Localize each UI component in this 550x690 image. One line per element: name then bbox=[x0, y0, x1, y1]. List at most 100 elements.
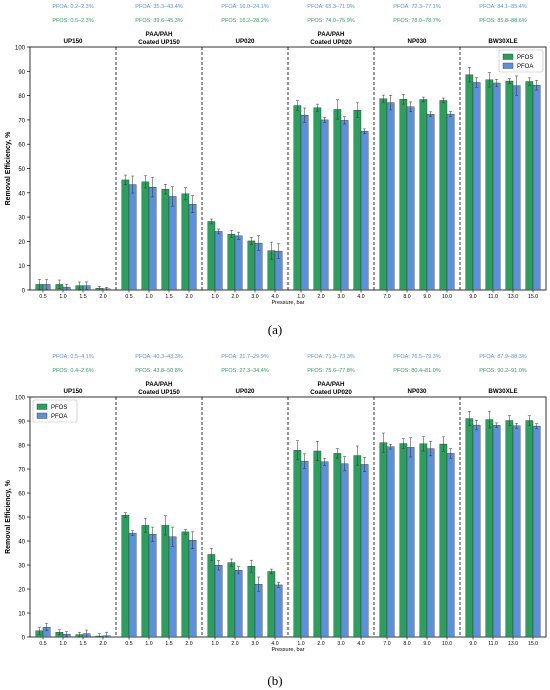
chart-b-legend-label-pfoa: PFOA bbox=[51, 414, 67, 420]
chart-a-pfoa-range-label: PFOA: 65.3–71.9% bbox=[307, 4, 354, 10]
chart-b-x-tick-label: 15.0 bbox=[528, 641, 538, 647]
chart-a-bar-pfoa bbox=[360, 131, 369, 291]
chart-a-pfos-range-label: PFOS: 39.6–45.3% bbox=[135, 18, 182, 24]
chart-a-x-tick-label: 1.0 bbox=[145, 294, 152, 300]
chart-a-y-axis-label: Removal Efficiency, % bbox=[5, 131, 12, 206]
chart-a-pfos-range-label: PFOS: 74.0–75.9% bbox=[307, 18, 354, 24]
chart-a-y-tick-label: 80 bbox=[18, 94, 25, 100]
chart-b-bar-pfoa bbox=[492, 425, 501, 638]
chart-a-y-tick-label: 10 bbox=[18, 264, 25, 270]
chart-a-bar-pfoa bbox=[406, 106, 415, 291]
chart-a-x-tick-label: 1.0 bbox=[297, 294, 304, 300]
chart-a-bar-pfos bbox=[121, 179, 130, 291]
chart-b-bar-pfos bbox=[313, 450, 322, 638]
chart-b-x-tick-label: 4.0 bbox=[271, 641, 278, 647]
chart-a-x-tick-label: 0.5 bbox=[39, 294, 46, 300]
caption-b: (b) bbox=[267, 673, 283, 688]
chart-a-y-tick-label: 70 bbox=[18, 118, 25, 124]
chart-b-pfos-range-label: PFOS: 43.8–50.8% bbox=[135, 368, 182, 374]
chart-a-bar-pfoa bbox=[128, 184, 137, 291]
chart-b-bar-pfoa bbox=[214, 565, 223, 638]
chart-b-x-tick-label: 1.0 bbox=[59, 641, 66, 647]
chart-b-bar-pfos bbox=[121, 514, 130, 638]
chart-a-group-name: Coated UP020 bbox=[310, 39, 352, 46]
chart-a-y-tick-label: 40 bbox=[18, 191, 25, 197]
chart-b-bar-pfos bbox=[267, 571, 276, 638]
chart-a-bar-pfos bbox=[181, 193, 190, 291]
chart-a-x-tick-label: 1.5 bbox=[79, 294, 86, 300]
chart-b-pfos-range-label: PFOS: 75.6–77.8% bbox=[307, 368, 354, 374]
chart-b-x-tick-label: 3.0 bbox=[251, 641, 258, 647]
chart-a-group-name: UP020 bbox=[236, 38, 255, 45]
chart-b-bar-pfoa bbox=[386, 446, 395, 638]
chart-a-y-tick-label: 30 bbox=[18, 216, 25, 222]
chart-a-bar-pfos bbox=[379, 98, 388, 291]
chart-a-bar-pfos bbox=[227, 233, 236, 291]
chart-a-bar-pfoa bbox=[492, 82, 501, 291]
chart-b-x-tick-label: 1.0 bbox=[211, 641, 218, 647]
chart-b-x-tick-label: 2.0 bbox=[99, 641, 106, 647]
chart-a-bar-pfos bbox=[485, 79, 494, 291]
chart-b-group-name: PAA/PAH bbox=[146, 381, 173, 388]
chart-a-y-tick-label: 50 bbox=[18, 167, 25, 173]
chart-b-bar-pfoa bbox=[446, 453, 455, 638]
chart-a-y-tick-label: 60 bbox=[18, 143, 25, 149]
chart-b-bar-pfoa bbox=[360, 464, 369, 638]
chart-b-bar-pfoa bbox=[406, 447, 415, 638]
chart-a-group-name: Coated UP150 bbox=[138, 39, 180, 46]
chart-b-bar-pfos bbox=[439, 443, 448, 638]
chart-a-bar-pfos bbox=[141, 181, 150, 291]
chart-b-y-tick-label: 70 bbox=[18, 468, 25, 474]
chart-b-bar-pfoa bbox=[320, 461, 329, 638]
chart-a-pfoa-range-label: PFOA: 84.1–85.4% bbox=[479, 4, 526, 10]
chart-a-x-tick-label: 4.0 bbox=[357, 294, 364, 300]
chart-a-x-tick-label: 7.0 bbox=[383, 294, 390, 300]
chart-a-pfoa-range-label: PFOA: 72.3–77.1% bbox=[393, 4, 440, 10]
chart-b-group-name: BW30XLE bbox=[488, 388, 517, 395]
chart-a-x-tick-label: 8.0 bbox=[403, 294, 410, 300]
chart-b-group-name: UP150 bbox=[64, 388, 83, 395]
chart-a-bar-pfos bbox=[247, 240, 256, 291]
chart-a-group-name: PAA/PAH bbox=[146, 31, 173, 38]
chart-b-pfoa-range-label: PFOA: 87.9–88.3% bbox=[479, 354, 526, 360]
chart-a-x-tick-label: 13.0 bbox=[508, 294, 518, 300]
chart-a-bar-pfos bbox=[399, 99, 408, 291]
chart-a-x-tick-label: 3.0 bbox=[251, 294, 258, 300]
chart-b-y-tick-label: 10 bbox=[18, 612, 25, 618]
chart-b-x-tick-label: 9.0 bbox=[423, 641, 430, 647]
chart-b-y-axis-label: Removal Efficiency, % bbox=[5, 479, 12, 554]
chart-a-bar-pfos bbox=[207, 221, 216, 291]
chart-a-x-axis-label: Pressure, bar bbox=[271, 300, 304, 306]
chart-b-pfoa-range-label: PFOA: 0.5–4.1% bbox=[52, 354, 93, 360]
chart-b-bar-pfos bbox=[399, 443, 408, 638]
chart-b-bar-pfos bbox=[247, 566, 256, 638]
chart-a-bar-pfoa bbox=[168, 196, 177, 291]
chart-b-x-tick-label: 9.0 bbox=[469, 641, 476, 647]
chart-b-x-tick-label: 3.0 bbox=[337, 641, 344, 647]
chart-b-y-tick-label: 60 bbox=[18, 492, 25, 498]
chart-b-bar-pfoa bbox=[168, 536, 177, 638]
chart-a-legend-swatch-pfoa bbox=[502, 62, 514, 69]
chart-b-y-tick-label: 50 bbox=[18, 516, 25, 522]
chart-a-x-tick-label: 1.0 bbox=[211, 294, 218, 300]
chart-a-y-tick-label: 100 bbox=[15, 46, 26, 52]
chart-b-bar-pfoa bbox=[340, 463, 349, 638]
chart-b-x-tick-label: 10.0 bbox=[442, 641, 452, 647]
chart-a-pfos-range-label: PFOS: 85.8–88.6% bbox=[479, 18, 526, 24]
chart-a-group-name: PAA/PAH bbox=[318, 31, 345, 38]
chart-b-group-name: Coated UP150 bbox=[138, 389, 180, 396]
chart-a-bar-pfoa bbox=[532, 84, 541, 291]
chart-b-x-tick-label: 1.0 bbox=[297, 641, 304, 647]
chart-b-y-tick-label: 40 bbox=[18, 540, 25, 546]
chart-a-x-tick-label: 15.0 bbox=[528, 294, 538, 300]
chart-b-x-tick-label: 8.0 bbox=[403, 641, 410, 647]
chart-b-bar-pfoa bbox=[128, 532, 137, 638]
chart-b-legend-label-pfos: PFOS bbox=[51, 405, 67, 411]
chart-b-pfos-range-label: PFOS: 27.3–34.4% bbox=[221, 368, 268, 374]
chart-b-bar-pfos bbox=[465, 418, 474, 638]
chart-a-bar-pfos bbox=[505, 80, 514, 291]
chart-b-bar-pfos bbox=[419, 443, 428, 638]
chart-b-pfoa-range-label: PFOA: 40.3–43.3% bbox=[135, 354, 182, 360]
chart-a-pfos-range-label: PFOS: 16.2–28.2% bbox=[221, 18, 268, 24]
chart-b-bar-pfos bbox=[353, 455, 362, 638]
